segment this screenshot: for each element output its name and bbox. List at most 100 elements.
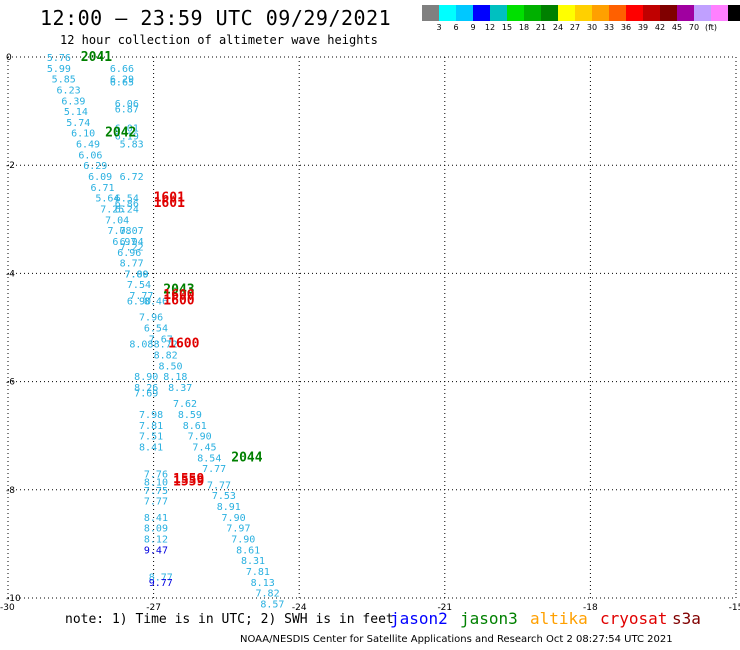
legend-cryosat: cryosat — [600, 609, 668, 628]
color-scale-label: 33 — [603, 23, 615, 32]
wave-height-label: 7.22 — [120, 242, 144, 253]
color-scale-label: 42 — [654, 23, 666, 32]
color-swatch — [643, 5, 660, 21]
wave-height-label: 6.19 — [115, 131, 139, 142]
pass-time-label: 1559 — [173, 472, 204, 487]
wave-height-label: 6.71 — [91, 183, 115, 194]
wave-height-label: 6.24 — [115, 204, 139, 215]
color-scale-label: 70 — [688, 23, 700, 32]
lon-tick-label: -27 — [146, 603, 161, 613]
wave-height-label: 8.13 — [251, 578, 275, 589]
wave-height-label: 8.72 — [154, 340, 178, 351]
wave-height-label: 7.76 — [144, 470, 168, 481]
color-swatch — [507, 5, 524, 21]
wave-height-label: 6.29 — [83, 161, 107, 172]
color-swatch — [609, 5, 626, 21]
wave-height-label: 7.69 — [134, 388, 158, 399]
wave-height-label: 8.41 — [144, 513, 168, 524]
wave-height-label: 7.77 — [207, 480, 231, 491]
color-swatch — [677, 5, 694, 21]
footer-credit: NOAA/NESDIS Center for Satellite Applica… — [240, 634, 673, 645]
wave-height-label: 8.61 — [183, 421, 207, 432]
page-title: 12:00 — 23:59 UTC 09/29/2021 — [40, 6, 392, 30]
lat-tick-label: -10 — [6, 594, 21, 604]
wave-height-label: 8.18 — [163, 372, 187, 383]
pass-time-label: 1601 — [154, 191, 185, 206]
wave-height-label: 7.81 — [139, 421, 163, 432]
color-scale-labels: 3 6 9 12 15 18 21 24 27 30 33 36 39 42 45 70 (ft) — [422, 23, 740, 35]
wave-height-label: 5.83 — [120, 140, 144, 151]
wave-height-label: 8.10 — [144, 478, 168, 489]
color-scale-label: 15 — [501, 23, 513, 32]
wave-height-label: 7.62 — [173, 399, 197, 410]
wave-height-label: 7.67 — [149, 334, 173, 345]
color-swatch — [439, 5, 456, 21]
wave-height-label: 6.54 — [115, 194, 139, 205]
wave-height-label: 6.96 — [117, 248, 141, 259]
wave-height-label: 6.90 — [127, 296, 151, 307]
wave-height-label: 7.09 — [124, 269, 148, 280]
wave-height-label: 6.09 — [88, 172, 112, 183]
wave-height-label: 8.59 — [178, 410, 202, 421]
wave-height-label: 5.99 — [47, 64, 71, 75]
lat-tick-label: -8 — [6, 486, 15, 496]
wave-height-label: 7.90 — [231, 534, 255, 545]
color-swatch — [626, 5, 643, 21]
wave-height-label: 8.54 — [197, 453, 221, 464]
wave-height-label: 7.25 — [100, 204, 124, 215]
wave-height-label: 8.50 — [158, 361, 182, 372]
wave-height-label: 8.26 — [134, 383, 158, 394]
lon-tick-label: -15 — [729, 603, 740, 613]
lat-tick-label: -2 — [6, 161, 15, 171]
wave-height-label: 6.86 — [115, 199, 139, 210]
pass-time-label: 1600 — [163, 288, 194, 303]
wave-height-label: 9.47 — [144, 545, 168, 556]
wave-height-label: 6.10 — [71, 129, 95, 140]
wave-height-label: 6.97 — [112, 237, 136, 248]
wave-height-label: 7.04 — [105, 215, 129, 226]
pass-time-label: 2043 — [163, 283, 194, 298]
wave-height-label: 6.72 — [120, 172, 144, 183]
color-swatch — [728, 5, 740, 21]
wave-height-label: 6.94 — [120, 237, 144, 248]
wave-height-label: 7.90 — [222, 513, 246, 524]
color-swatch — [524, 5, 541, 21]
color-swatch — [711, 5, 728, 21]
legend-s3a: s3a — [672, 609, 701, 628]
wave-height-label: 5.14 — [64, 107, 88, 118]
wave-height-label: 8.61 — [236, 545, 260, 556]
color-swatch — [456, 5, 473, 21]
wave-height-label: 6.06 — [78, 150, 102, 161]
pass-time-label: 2042 — [105, 126, 136, 141]
wave-height-label: 7.77 — [129, 291, 153, 302]
wave-height-label: 7.81 — [246, 567, 270, 578]
wave-height-label: 6.39 — [61, 96, 85, 107]
wave-height-label: 8.41 — [139, 443, 163, 454]
wave-height-label: 6.01 — [115, 123, 139, 134]
color-swatch — [541, 5, 558, 21]
color-swatch — [558, 5, 575, 21]
color-swatch — [473, 5, 490, 21]
wave-height-label: 8.46 — [144, 296, 168, 307]
wave-height-label: 5.76 — [47, 53, 71, 64]
wave-height-label: 6.29 — [110, 75, 134, 86]
pass-time-label: 1601 — [154, 196, 185, 211]
wave-height-label: 7.80 — [124, 269, 148, 280]
wave-height-label: 8.09 — [144, 524, 168, 535]
wave-height-label: 6.87 — [115, 104, 139, 115]
color-scale-label: 6 — [453, 23, 459, 32]
color-swatch — [592, 5, 609, 21]
color-scale-label: (ft) — [704, 23, 718, 32]
pass-time-label: 1559 — [173, 475, 204, 490]
wave-height-label: 8.37 — [168, 383, 192, 394]
color-scale-label: 9 — [470, 23, 476, 32]
lon-tick-label: -21 — [437, 603, 452, 613]
wave-height-label: 7.07 — [120, 226, 144, 237]
wave-height-label: 8.91 — [217, 502, 241, 513]
wave-height-label: 6.54 — [144, 324, 168, 335]
wave-height-label: 8.31 — [241, 556, 265, 567]
wave-height-label: 7.77 — [144, 497, 168, 508]
lon-tick-label: -30 — [0, 603, 15, 613]
wave-height-label: 9.77 — [149, 578, 173, 589]
color-scale-label: 36 — [620, 23, 632, 32]
